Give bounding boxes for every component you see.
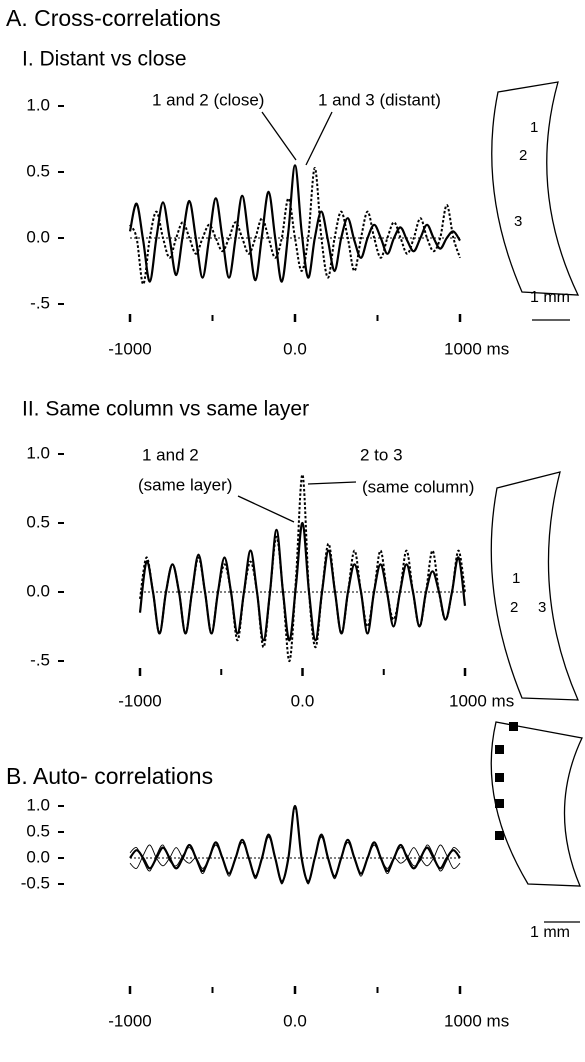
y-tick-label: 0.5 — [26, 821, 50, 840]
x-tick-label: 0.0 — [283, 339, 307, 358]
x-tick-label: -1000 — [108, 339, 151, 358]
annotation-arrow — [307, 481, 357, 485]
scale-label: 1 mm — [530, 289, 570, 306]
x-tick-label: 1000 ms — [449, 691, 514, 710]
series-line — [129, 806, 461, 884]
y-tick-label: 1.0 — [26, 95, 50, 114]
scale-label: 1 mm — [530, 924, 570, 941]
y-tick-label: -.5 — [30, 650, 50, 669]
cortex-outline — [491, 81, 580, 296]
recording-site — [509, 722, 518, 731]
cortex-outline — [490, 721, 583, 887]
y-tick-label: 0.5 — [26, 512, 50, 531]
y-tick-label: 1.0 — [26, 795, 50, 814]
y-tick-label: 0.0 — [26, 227, 50, 246]
x-tick-label: 0.0 — [291, 691, 315, 710]
site-label: 2 — [510, 599, 518, 616]
y-tick-label: 1.0 — [26, 443, 50, 462]
y-tick-label: 0.0 — [26, 581, 50, 600]
x-tick-label: 1000 ms — [444, 1011, 509, 1030]
section-title: A. Cross-correlations — [6, 5, 221, 31]
annotation: 1 and 2 (close) — [152, 90, 264, 109]
site-label: 1 — [530, 119, 538, 136]
y-tick-label: 0.0 — [26, 847, 50, 866]
y-tick-label: 0.5 — [26, 161, 50, 180]
panel-title: II. Same column vs same layer — [22, 398, 309, 421]
annotation-arrow — [305, 111, 333, 166]
x-tick-label: 1000 ms — [444, 339, 509, 358]
cortex-outline — [490, 471, 580, 701]
recording-site — [495, 773, 504, 782]
site-label: 3 — [538, 599, 546, 616]
series-line — [139, 473, 466, 663]
recording-site — [495, 745, 504, 754]
recording-site — [495, 831, 504, 840]
annotation: (same layer) — [138, 475, 232, 494]
recording-site — [495, 799, 504, 808]
annotation-arrow — [237, 495, 295, 523]
site-label: 3 — [514, 213, 522, 230]
annotation: 2 to 3 — [360, 445, 403, 464]
panel-title: I. Distant vs close — [22, 48, 187, 71]
panel-title: B. Auto- correlations — [6, 763, 213, 789]
series-line — [129, 804, 461, 883]
x-tick-label: -1000 — [118, 691, 161, 710]
series-line — [129, 167, 461, 286]
site-label: 2 — [519, 147, 527, 164]
annotation: 1 and 2 — [142, 445, 199, 464]
x-tick-label: -1000 — [108, 1011, 151, 1030]
y-tick-label: -.5 — [30, 293, 50, 312]
series-line — [128, 164, 461, 283]
annotation-arrow — [261, 111, 297, 161]
annotation: 1 and 3 (distant) — [318, 90, 441, 109]
y-tick-label: -0.5 — [21, 873, 50, 892]
site-label: 1 — [512, 570, 520, 587]
series-line — [129, 808, 461, 885]
x-tick-label: 0.0 — [283, 1011, 307, 1030]
annotation: (same column) — [362, 477, 474, 496]
